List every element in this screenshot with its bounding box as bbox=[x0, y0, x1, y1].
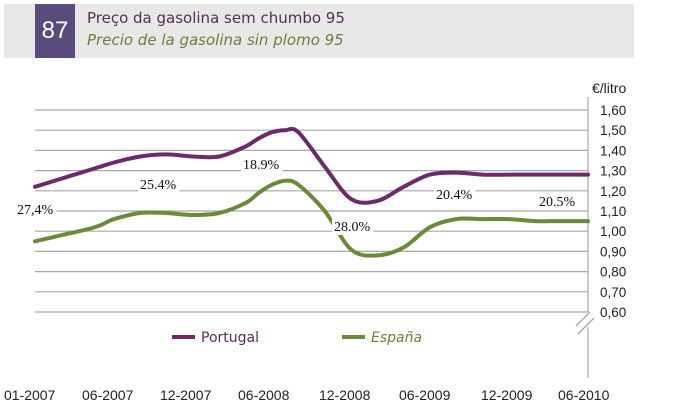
legend-label: España bbox=[371, 330, 422, 346]
series-line-espaa bbox=[33, 178, 590, 258]
y-tick-label: 0,70 bbox=[600, 285, 626, 300]
y-tick-label: 1,10 bbox=[600, 204, 626, 219]
axis-break-mark bbox=[575, 311, 591, 327]
y-axis: €/litro 1,60 1,50 1,40 1,30 1,20 1,10 1,00 0,90 0… bbox=[575, 80, 626, 378]
x-tick-label: 12-2009 bbox=[481, 387, 533, 403]
title-banner bbox=[4, 4, 634, 58]
data-label-background bbox=[241, 156, 283, 173]
data-labels: 27,4% 25.4% 18.9% 28.0% 20.4% 20.5% bbox=[15, 156, 579, 235]
chart-number-badge: 87 bbox=[35, 4, 75, 58]
y-tick-label: 0,80 bbox=[600, 265, 626, 280]
y-tick-label: 0,90 bbox=[600, 244, 626, 259]
legend: Portugal España bbox=[172, 330, 422, 346]
data-label-background bbox=[138, 176, 180, 193]
data-label: 28.0% bbox=[334, 220, 371, 235]
y-tick-label: 1,00 bbox=[600, 224, 626, 239]
y-tick-label: 1,30 bbox=[600, 164, 626, 179]
data-label: 25.4% bbox=[140, 178, 177, 193]
x-tick-label: 06-2008 bbox=[238, 387, 290, 403]
gridlines bbox=[35, 109, 588, 313]
chart-title-spanish: Precio de la gasolina sin plomo 95 bbox=[87, 31, 344, 49]
data-label-background bbox=[15, 201, 57, 218]
x-tick-label: 01-2007 bbox=[4, 387, 56, 403]
data-label: 20.4% bbox=[436, 188, 473, 203]
data-label: 18.9% bbox=[243, 158, 280, 173]
x-tick-label: 06-2009 bbox=[399, 387, 451, 403]
legend-label: Portugal bbox=[201, 330, 259, 346]
x-axis: 01-2007 06-2007 12-2007 06-2008 12-2008 06-20… bbox=[4, 387, 610, 403]
y-tick-label: 1,50 bbox=[600, 123, 626, 138]
x-tick-label: 06-2010 bbox=[558, 387, 610, 403]
chart-title-portuguese: Preço da gasolina sem chumbo 95 bbox=[87, 9, 345, 27]
series-line-portugal bbox=[33, 126, 590, 205]
axis-break-mark bbox=[577, 317, 595, 335]
data-label: 27,4% bbox=[17, 203, 54, 218]
y-tick-label: 1,60 bbox=[600, 103, 626, 118]
y-tick-label: 1,20 bbox=[600, 184, 626, 199]
data-label: 20.5% bbox=[539, 195, 576, 210]
y-tick-label: 1,40 bbox=[600, 143, 626, 158]
data-label-background bbox=[537, 193, 579, 210]
data-label-background bbox=[434, 186, 476, 203]
y-axis-unit-label: €/litro bbox=[592, 80, 626, 96]
series-lines bbox=[33, 126, 590, 258]
x-tick-label: 06-2007 bbox=[82, 387, 134, 403]
y-tick-label: 0,60 bbox=[600, 305, 626, 320]
x-tick-label: 12-2008 bbox=[319, 387, 371, 403]
data-label-background bbox=[332, 218, 374, 235]
x-tick-label: 12-2007 bbox=[160, 387, 212, 403]
